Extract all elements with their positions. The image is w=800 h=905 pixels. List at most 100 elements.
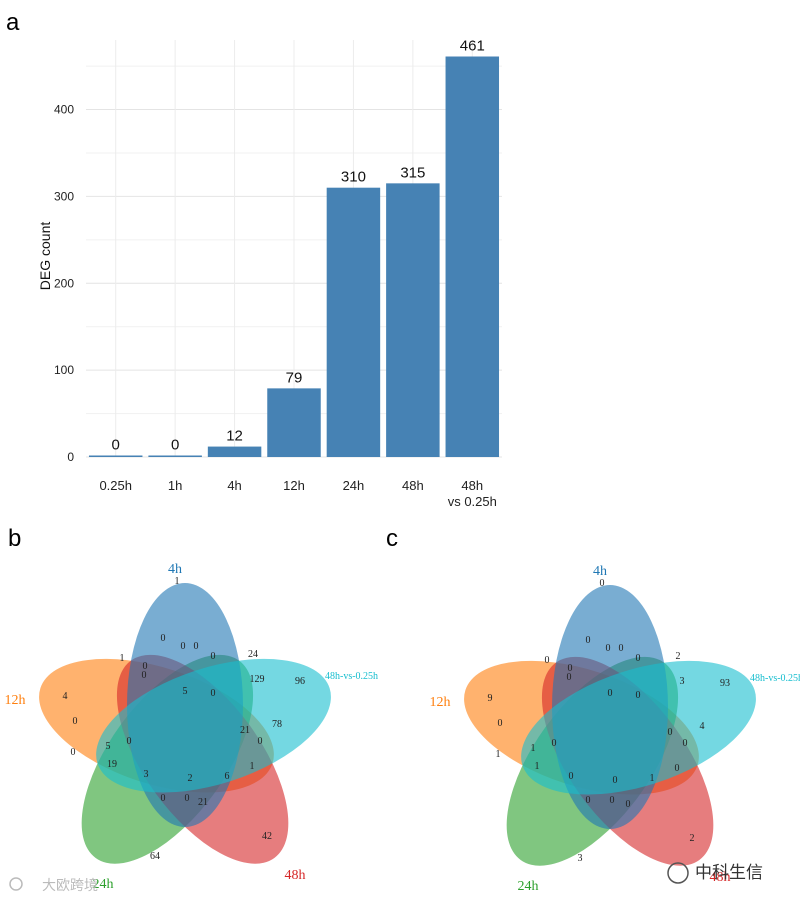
venn-region-value: 129 — [250, 674, 265, 685]
venn-region-value: 0 — [586, 795, 591, 806]
x-tick-label: 12h — [283, 478, 305, 493]
venn-set-label: 24h — [93, 877, 114, 892]
bar-data-labels: 0 0 12 79 310 315 461 — [112, 38, 485, 454]
watermark-left: 大欧跨境 — [9, 877, 98, 893]
venn-region-value: 5 — [183, 686, 188, 697]
venn-set-label: 24h — [518, 879, 539, 894]
bar-0.25h — [88, 455, 143, 457]
venn-region-value: 24 — [248, 649, 258, 660]
venn-set-label: 48h — [285, 868, 306, 883]
venn-region-value: 4 — [63, 691, 68, 702]
bar-y-axis-title: DEG count — [37, 222, 53, 291]
venn-region-value: 0 — [161, 633, 166, 644]
venn-region-value: 0 — [668, 727, 673, 738]
venn-region-value: 0 — [586, 635, 591, 646]
venn-set-label: 12h — [430, 695, 451, 710]
venn-region-value: 42 — [262, 831, 272, 842]
venn-region-value: 9 — [488, 693, 493, 704]
bar-data-label: 310 — [341, 169, 366, 186]
venn-region-value: 0 — [181, 641, 186, 652]
bar-data-label: 461 — [460, 38, 485, 55]
venn-region-value: 64 — [150, 851, 160, 862]
x-tick-label: 24h — [343, 478, 365, 493]
venn-region-value: 2 — [676, 651, 681, 662]
venn-region-value: 19 — [107, 759, 117, 770]
venn-region-value: 0 — [567, 672, 572, 683]
venn-region-value: 2 — [188, 773, 193, 784]
venn-region-value: 1 — [175, 576, 180, 587]
panel-label-c: c — [386, 525, 398, 552]
venn-region-value: 0 — [161, 793, 166, 804]
venn-region-value: 21 — [198, 797, 208, 808]
venn-region-value: 0 — [498, 718, 503, 729]
venn-region-value: 0 — [545, 655, 550, 666]
venn-region-value: 0 — [683, 738, 688, 749]
y-tick-label: 100 — [54, 363, 74, 377]
venn-region-value: 0 — [568, 663, 573, 674]
venn-region-value: 0 — [194, 641, 199, 652]
venn-region-value: 0 — [142, 670, 147, 681]
venn-region-value: 0 — [606, 643, 611, 654]
venn-region-value: 3 — [680, 676, 685, 687]
venn-region-value: 1 — [535, 761, 540, 772]
venn-set-label: 4h — [593, 564, 607, 579]
venn-region-value: 0 — [636, 653, 641, 664]
venn-region-value: 0 — [619, 643, 624, 654]
bar-data-label: 0 — [171, 437, 179, 454]
x-tick-label: 48h — [461, 478, 483, 493]
panel-label-a: a — [6, 9, 20, 36]
venn-set-label: 12h — [5, 693, 26, 708]
venn-set-48h-vs-025h — [96, 658, 331, 793]
venn-region-value: 0 — [675, 763, 680, 774]
x-tick-label: 0.25h — [99, 478, 132, 493]
bar-data-label: 0 — [112, 437, 120, 454]
venn-set-label: 48h-vs-0.25h — [325, 671, 378, 682]
venn-region-value: 78 — [272, 719, 282, 730]
bar-data-label: 315 — [400, 164, 425, 181]
venn-region-value: 0 — [211, 688, 216, 699]
venn-set-label: 48h-vs-0.25h — [750, 673, 800, 684]
venn-region-value: 0 — [608, 688, 613, 699]
x-tick-label: vs 0.25h — [448, 494, 497, 509]
venn-region-value: 0 — [600, 578, 605, 589]
bar-12h — [267, 388, 321, 457]
venn-region-value: 0 — [258, 736, 263, 747]
bar-data-label: 79 — [286, 369, 303, 386]
venn-region-value: 96 — [295, 676, 305, 687]
y-tick-label: 200 — [54, 276, 74, 290]
venn-region-value: 1 — [120, 653, 125, 664]
venn-region-value: 6 — [225, 771, 230, 782]
watermark-left-icon — [9, 877, 23, 891]
y-tick-label: 400 — [54, 103, 74, 117]
venn-region-value: 1 — [650, 773, 655, 784]
bar-y-ticks: 0 100 200 300 400 — [54, 103, 74, 465]
bar-1h — [148, 455, 202, 457]
venn-region-value: 1 — [531, 743, 536, 754]
venn-region-value: 0 — [626, 799, 631, 810]
watermark-right-text: 中科生信 — [695, 863, 763, 882]
bar-48h — [386, 183, 440, 457]
venn-region-value: 1 — [250, 761, 255, 772]
bar-data-label: 12 — [226, 428, 243, 445]
venn-region-value: 0 — [613, 775, 618, 786]
venn-region-value: 1 — [496, 749, 501, 760]
x-tick-label: 48h — [402, 478, 424, 493]
y-tick-label: 0 — [67, 450, 74, 464]
venn-region-value: 3 — [578, 853, 583, 864]
venn-region-value: 3 — [144, 769, 149, 780]
venn-region-value: 2 — [690, 833, 695, 844]
venn-region-value: 21 — [240, 725, 250, 736]
venn-region-value: 0 — [636, 690, 641, 701]
watermark-right-icon — [667, 862, 689, 884]
venn-region-value: 0 — [552, 738, 557, 749]
y-tick-label: 300 — [54, 189, 74, 203]
bar-series — [88, 56, 500, 457]
venn-set-label: 4h — [168, 562, 182, 577]
watermark-left-text: 大欧跨境 — [42, 877, 98, 893]
